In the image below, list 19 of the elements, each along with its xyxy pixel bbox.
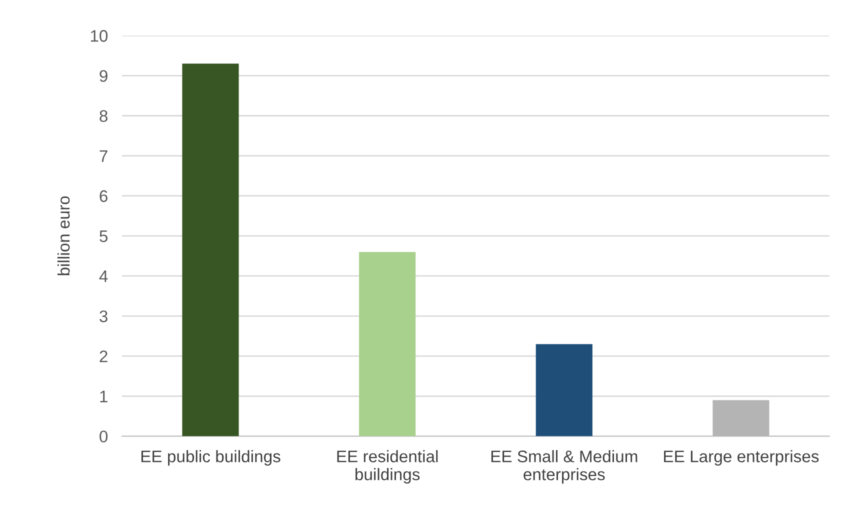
y-tick-label: 7 [100, 150, 108, 162]
x-tick-label: EE Small & Medium enterprises [491, 450, 638, 484]
y-tick-label: 4 [99, 270, 108, 282]
y-axis-title: billion euro [57, 196, 70, 276]
y-tick-label: 6 [100, 190, 108, 202]
y-tick-label: 3 [100, 310, 108, 322]
x-tick-label: EE Large enterprises [664, 450, 819, 466]
y-tick-label: 10 [90, 30, 108, 42]
x-tick-label: EE residential buildings [337, 450, 438, 484]
y-tick-label: 5 [100, 230, 108, 242]
bar [536, 344, 592, 436]
y-tick-label: 8 [100, 110, 108, 122]
y-tick-label: 0 [100, 430, 108, 442]
bar [359, 252, 416, 436]
y-tick-label: 1 [100, 390, 108, 402]
x-tick-label: EE public buildings [141, 450, 280, 466]
y-tick-label: 2 [100, 350, 108, 362]
y-tick-label: 9 [100, 70, 108, 82]
bar [182, 64, 239, 436]
